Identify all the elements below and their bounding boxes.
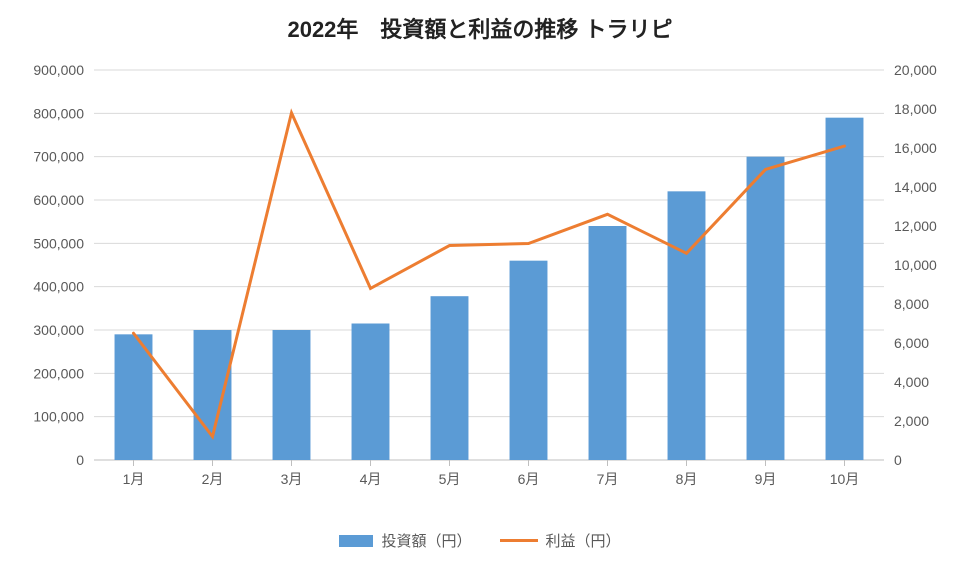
x-tick-label: 6月	[518, 471, 540, 487]
bar	[826, 118, 864, 460]
y-left-tick-label: 400,000	[33, 279, 84, 295]
y-right-tick-label: 4,000	[894, 374, 929, 390]
bar	[273, 330, 311, 460]
y-left-tick-label: 100,000	[33, 409, 84, 425]
y-right-tick-label: 16,000	[894, 140, 937, 156]
y-left-tick-label: 700,000	[33, 149, 84, 165]
legend-item-line: 利益（円）	[500, 530, 621, 551]
bar	[352, 324, 390, 461]
y-left-tick-label: 600,000	[33, 192, 84, 208]
y-right-tick-label: 20,000	[894, 62, 937, 78]
x-tick-label: 5月	[439, 471, 461, 487]
y-left-tick-label: 0	[76, 452, 84, 468]
x-tick-label: 9月	[755, 471, 777, 487]
legend-label-bar: 投資額（円）	[381, 530, 471, 551]
y-left-tick-label: 300,000	[33, 322, 84, 338]
x-tick-label: 2月	[202, 471, 224, 487]
y-right-tick-label: 12,000	[894, 218, 937, 234]
y-right-tick-label: 8,000	[894, 296, 929, 312]
y-right-tick-label: 0	[894, 452, 902, 468]
legend: 投資額（円） 利益（円）	[0, 530, 960, 551]
x-tick-label: 7月	[597, 471, 619, 487]
y-right-tick-label: 10,000	[894, 257, 937, 273]
legend-swatch-bar	[339, 535, 373, 547]
y-left-tick-label: 500,000	[33, 235, 84, 251]
bar	[115, 334, 153, 460]
legend-item-bar: 投資額（円）	[339, 530, 471, 551]
x-tick-label: 1月	[123, 471, 145, 487]
y-left-tick-label: 200,000	[33, 365, 84, 381]
x-tick-label: 8月	[676, 471, 698, 487]
bar	[668, 191, 706, 460]
y-left-tick-label: 800,000	[33, 105, 84, 121]
legend-swatch-line	[500, 539, 538, 542]
y-right-tick-label: 2,000	[894, 413, 929, 429]
legend-label-line: 利益（円）	[546, 530, 621, 551]
y-right-tick-label: 18,000	[894, 101, 937, 117]
x-tick-label: 4月	[360, 471, 382, 487]
bar	[431, 296, 469, 460]
bar	[194, 330, 232, 460]
bar	[589, 226, 627, 460]
chart-svg: 0 100,000 200,000 300,000 400,000 500,000 600,…	[0, 0, 960, 530]
y-left-tick-label: 900,000	[33, 62, 84, 78]
bar	[747, 157, 785, 460]
bar	[510, 261, 548, 460]
x-tick-label: 10月	[830, 471, 860, 487]
y-right-tick-label: 14,000	[894, 179, 937, 195]
x-tick-label: 3月	[281, 471, 303, 487]
chart-title: 2022年 投資額と利益の推移 トラリピ	[0, 12, 960, 44]
chart-container: 2022年 投資額と利益の推移 トラリピ 0 100,000 200,000 300,…	[0, 0, 960, 569]
y-right-tick-label: 6,000	[894, 335, 929, 351]
